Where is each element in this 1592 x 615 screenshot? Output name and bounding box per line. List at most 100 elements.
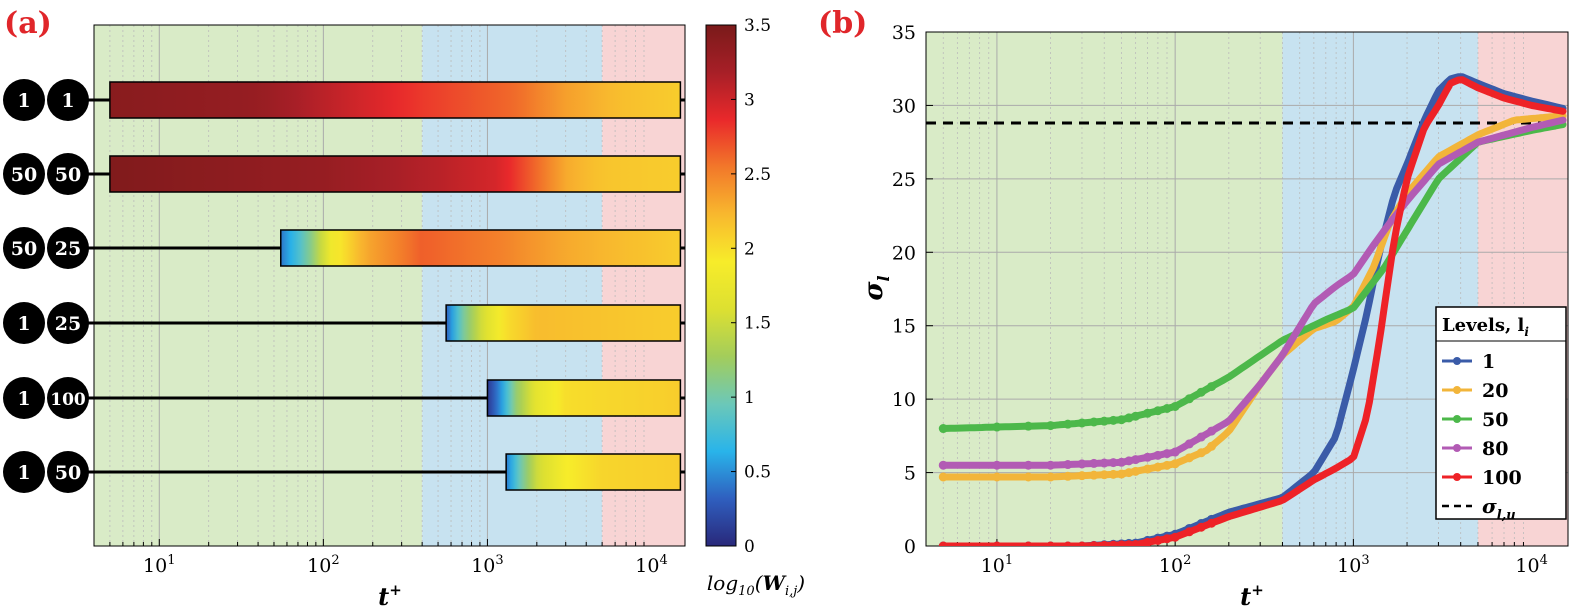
series-point-80 [992,460,1002,470]
series-point-20 [1143,464,1153,474]
series-point-20 [1099,470,1109,480]
series-point-80 [1170,447,1180,457]
series-point-50 [1124,413,1134,423]
series-point-20 [1124,468,1134,478]
colorbar-tick-label: 2.5 [744,165,771,185]
legend-label-ref: σl,u [1482,494,1516,523]
x-tick-label: 101 [143,553,175,577]
series-point-100 [1184,527,1194,537]
node-circle [47,451,89,493]
y-tick-label: 35 [892,22,916,44]
node-circle [47,153,89,195]
series-point-20 [1046,472,1056,482]
series-point-50 [1196,387,1206,397]
node-circle [3,302,45,344]
series-point-100 [1077,541,1087,546]
heatmap-bar-50-50 [109,155,682,193]
legend-marker-100 [1453,473,1461,481]
series-point-20 [1063,471,1073,481]
series-point-100 [1143,537,1153,546]
series-point-80 [1207,426,1217,436]
x-tick-label: 102 [307,553,339,577]
x-tick-label: 103 [1337,553,1369,577]
series-point-80 [1089,458,1099,468]
y-tick-label: 15 [892,316,916,338]
x-tick-label: 104 [635,553,667,577]
series-point-80 [1117,457,1127,467]
series-point-100 [1131,540,1141,546]
y-axis-label-b: σl [859,275,893,300]
series-point-80 [1196,432,1206,442]
colorbar-tick-label: 2 [744,239,755,259]
node-label: 50 [11,238,37,260]
series-point-50 [1046,421,1056,431]
series-point-20 [992,472,1002,482]
y-tick-label: 0 [904,536,916,558]
series-point-80 [1046,460,1056,470]
series-point-20 [1131,466,1141,476]
node-label: 25 [55,238,81,260]
node-label: 100 [50,390,86,410]
series-point-80 [1162,449,1172,459]
series-point-100 [1023,541,1033,546]
node-circle [3,79,45,121]
node-label: 1 [61,90,74,112]
colorbar-scale [705,24,737,547]
panel-b-label: (b) [818,6,867,41]
series-group [938,73,1567,546]
node-circle [3,451,45,493]
axes-frame-a [93,24,686,547]
series-point-50 [1162,403,1172,413]
legend-label-20: 20 [1482,380,1508,402]
legend-marker-80 [1453,444,1461,452]
node-label: 50 [11,164,37,186]
axes-frame-b [925,31,1569,547]
series-point-50 [1023,421,1033,431]
colorbar: 0 0.5 1 1.5 2 2.5 3 3.5 log10(Wi,j) [705,16,805,599]
y-tick-label: 25 [892,169,916,191]
node-circle [47,377,89,419]
colorbar-tick-label: 0 [744,537,755,557]
legend-label-1: 1 [1482,351,1495,373]
series-point-100 [938,541,948,546]
series-point-100 [1108,540,1118,546]
series-point-50 [1077,418,1087,428]
series-point-20 [1153,462,1163,472]
series-line-100 [939,76,1567,546]
colorbar-tick-label: 0.5 [744,463,771,483]
series-point-20 [1117,469,1127,479]
y-tick-label: 10 [892,389,916,411]
y-tick-label: 5 [904,463,916,485]
series-point-80 [1108,458,1118,468]
series-point-20 [1170,459,1180,469]
colorbar-tick-label: 1 [744,388,755,408]
series-point-100 [1099,540,1109,546]
series-point-100 [1162,534,1172,544]
series-point-100 [1196,522,1206,532]
series-point-100 [1207,518,1217,528]
series-point-80 [1063,460,1073,470]
legend-box [1435,306,1567,520]
x-tick-label: 104 [1515,553,1547,577]
heatmap-bar-1-1 [109,81,682,119]
legend-marker-50 [1453,415,1461,423]
series-point-50 [1184,394,1194,404]
series-point-50 [1117,415,1127,425]
series-point-20 [1162,460,1172,470]
series-point-80 [1153,450,1163,460]
legend-title: Levels, li [1442,315,1529,339]
x-tick-label: 103 [471,553,503,577]
series-point-100 [1046,541,1056,546]
series-point-50 [1207,382,1217,392]
node-label: 25 [55,313,81,335]
series-point-50 [1063,419,1073,429]
colorbar-label: log10(Wi,j) [707,571,805,599]
series-point-50 [1143,408,1153,418]
legend-label-80: 80 [1482,438,1508,460]
y-tick-label: 30 [892,95,916,117]
colorbar-tick-label: 3.5 [744,16,771,36]
colorbar-tick-label: 1.5 [744,314,771,334]
node-circle [3,153,45,195]
legend-marker-20 [1453,386,1461,394]
colorbar-tick-label: 3 [744,90,755,110]
